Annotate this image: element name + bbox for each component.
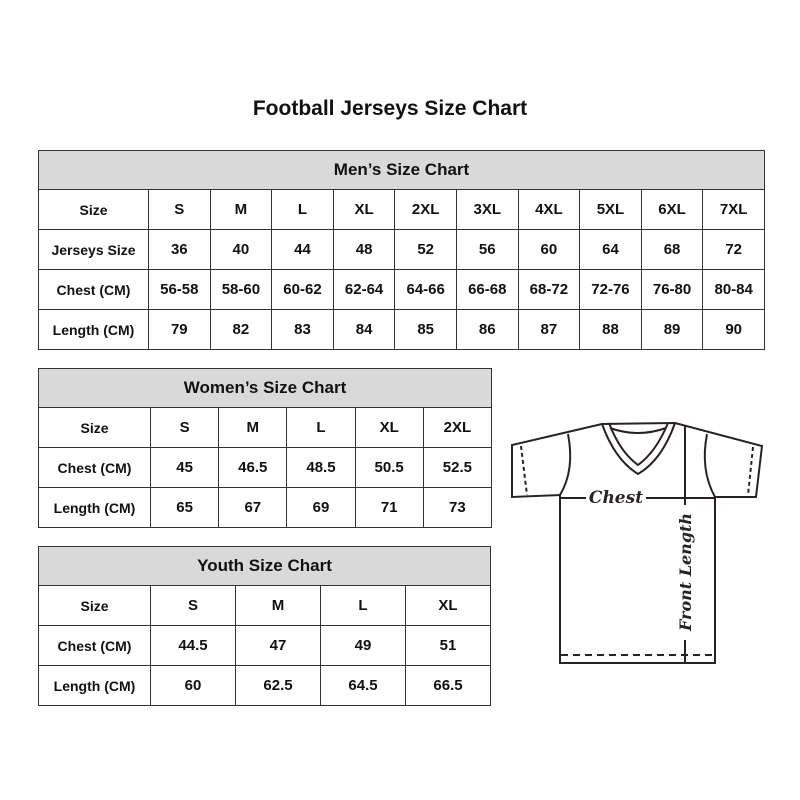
table-row: Jerseys Size 36 40 44 48 52 56 60 64 68 72 (38, 229, 765, 270)
table-cell: XL (405, 585, 491, 626)
table-cell: 48 (332, 229, 396, 270)
table-cell: 88 (579, 309, 642, 350)
table-cell: 65 (149, 487, 220, 528)
table-cell: 68-72 (517, 269, 581, 310)
row-label: Size (38, 189, 149, 230)
table-cell: XL (332, 189, 396, 230)
table-cell: 52.5 (422, 447, 493, 488)
table-cell: 44 (271, 229, 334, 270)
table-cell: 76-80 (640, 269, 704, 310)
table-cell: L (286, 407, 356, 448)
table-cell: 62-64 (332, 269, 396, 310)
table-cell: 62.5 (235, 665, 321, 706)
row-label: Size (38, 585, 151, 626)
chest-label: Chest (589, 488, 643, 508)
row-label: Chest (CM) (38, 625, 151, 666)
table-row: Length (CM) 79 82 83 84 85 86 87 88 89 90 (38, 309, 765, 350)
table-cell: 72-76 (579, 269, 642, 310)
table-cell: 71 (354, 487, 424, 528)
table-cell: 67 (218, 487, 288, 528)
table-cell: 82 (209, 309, 273, 350)
table-cell: 86 (455, 309, 519, 350)
front-length-label: Front Length (676, 513, 695, 632)
mens-size-table: Men’s Size Chart Size S M L XL 2XL 3XL 4XL 5XL 6XL… (38, 150, 765, 350)
page-title: Football Jerseys Size Chart (252, 97, 528, 120)
youth-table-heading: Youth Size Chart (38, 546, 491, 586)
table-cell: 36 (148, 229, 211, 270)
table-cell: 45 (149, 447, 220, 488)
table-cell: 48.5 (286, 447, 356, 488)
row-label: Chest (CM) (38, 447, 151, 488)
table-row: Length (CM) 60 62.5 64.5 66.5 (38, 665, 491, 706)
table-cell: 6XL (640, 189, 704, 230)
youth-size-table: Youth Size Chart Size S M L XL Chest (CM) 44.5 4… (38, 546, 491, 706)
table-cell: 80-84 (702, 269, 765, 310)
table-cell: 47 (235, 625, 321, 666)
table-row: Chest (CM) 44.5 47 49 51 (38, 625, 491, 666)
table-cell: XL (354, 407, 424, 448)
table-cell: 60 (517, 229, 581, 270)
table-cell: 60-62 (271, 269, 334, 310)
table-cell: 68 (640, 229, 704, 270)
table-cell: 84 (332, 309, 396, 350)
table-cell: 79 (148, 309, 211, 350)
table-cell: S (149, 407, 220, 448)
table-row: Size S M L XL 2XL 3XL 4XL 5XL 6XL 7XL (38, 189, 765, 230)
table-row: Size S M L XL (38, 585, 491, 626)
table-cell: 40 (209, 229, 273, 270)
table-cell: L (320, 585, 406, 626)
table-row: Chest (CM) 45 46.5 48.5 50.5 52.5 (38, 447, 493, 488)
table-cell: 44.5 (150, 625, 236, 666)
table-cell: 7XL (702, 189, 765, 230)
table-cell: 66-68 (455, 269, 519, 310)
table-cell: 66.5 (405, 665, 491, 706)
table-row: Length (CM) 65 67 69 71 73 (38, 487, 493, 528)
table-row: Size S M L XL 2XL (38, 407, 493, 448)
table-cell: 87 (517, 309, 581, 350)
table-cell: 73 (422, 487, 493, 528)
table-cell: 60 (150, 665, 236, 706)
jersey-outline-icon (511, 421, 764, 664)
table-cell: 5XL (579, 189, 642, 230)
table-cell: 85 (394, 309, 457, 350)
women-table-heading: Women’s Size Chart (38, 368, 492, 408)
table-cell: M (218, 407, 288, 448)
table-cell: 50.5 (354, 447, 424, 488)
table-cell: 90 (702, 309, 765, 350)
table-cell: 51 (405, 625, 491, 666)
table-cell: 49 (320, 625, 406, 666)
table-cell: 69 (286, 487, 356, 528)
table-cell: M (235, 585, 321, 626)
row-label: Length (CM) (38, 309, 149, 350)
row-label: Jerseys Size (38, 229, 149, 270)
table-cell: 64.5 (320, 665, 406, 706)
men-table-heading: Men’s Size Chart (38, 150, 765, 190)
table-cell: 2XL (422, 407, 493, 448)
womens-size-table: Women’s Size Chart Size S M L XL 2XL Chest (CM)… (38, 368, 493, 528)
row-label: Length (CM) (38, 487, 151, 528)
table-cell: 56-58 (148, 269, 211, 310)
table-cell: L (271, 189, 334, 230)
table-cell: S (150, 585, 236, 626)
row-label: Size (38, 407, 151, 448)
